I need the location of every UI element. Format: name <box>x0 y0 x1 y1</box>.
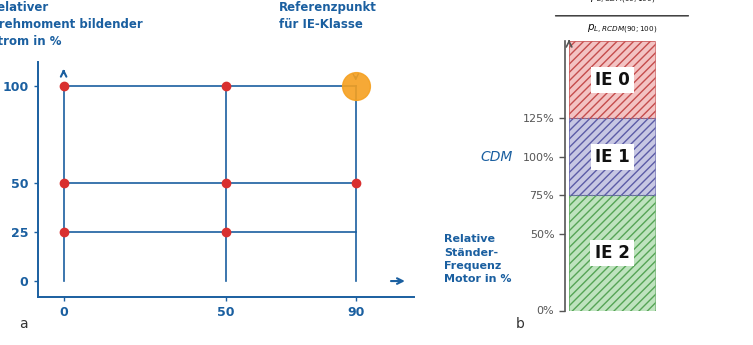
Bar <box>569 195 655 310</box>
Text: IE 0: IE 0 <box>595 71 630 89</box>
Text: $p_{L,RCDM(90;100)}$: $p_{L,RCDM(90;100)}$ <box>587 23 658 36</box>
Text: $p_{L,CDM(90;100)}$: $p_{L,CDM(90;100)}$ <box>590 0 655 7</box>
Text: Relative
Ständer-
Frequenz
Motor in %: Relative Ständer- Frequenz Motor in % <box>444 234 512 284</box>
Bar <box>569 41 655 118</box>
Text: a: a <box>19 317 27 331</box>
Bar <box>569 118 655 195</box>
Text: Referenzpunkt
für IE-Klasse: Referenzpunkt für IE-Klasse <box>279 1 376 31</box>
Bar <box>569 195 655 310</box>
Bar <box>569 118 655 195</box>
Bar <box>569 41 655 118</box>
Text: Relativer
Drehmoment bildender
Strom in %: Relativer Drehmoment bildender Strom in … <box>0 1 142 48</box>
Text: b: b <box>516 317 525 331</box>
Text: IE 2: IE 2 <box>595 244 630 262</box>
Text: CDM: CDM <box>480 150 513 164</box>
Text: IE 1: IE 1 <box>595 148 630 166</box>
